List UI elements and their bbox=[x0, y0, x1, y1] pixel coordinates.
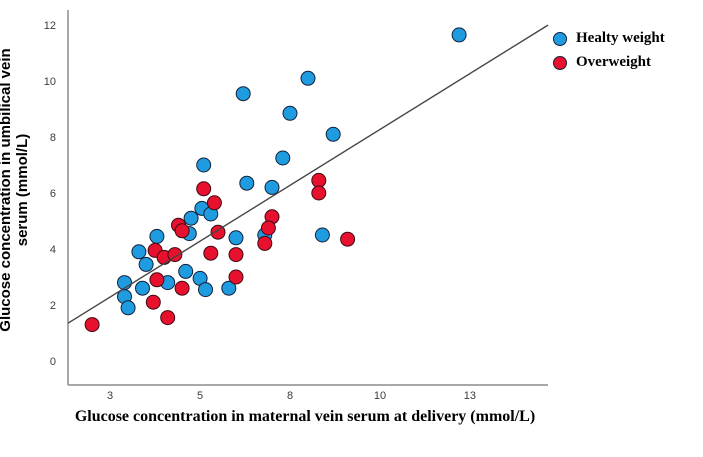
data-point-overweight bbox=[257, 235, 273, 251]
y-tick-label: 10 bbox=[44, 76, 56, 88]
data-point-overweight bbox=[149, 272, 165, 288]
data-point-healthy-weight bbox=[135, 280, 150, 296]
data-point-overweight bbox=[84, 317, 100, 333]
data-point-healthy-weight bbox=[178, 263, 194, 279]
overweight-marker-icon bbox=[553, 55, 567, 70]
data-point-healthy-weight bbox=[131, 244, 147, 260]
data-point-healthy-weight bbox=[314, 227, 330, 243]
data-point-overweight bbox=[145, 294, 161, 310]
data-point-healthy-weight bbox=[149, 228, 165, 244]
y-tick-label: 0 bbox=[50, 356, 56, 368]
x-tick-label: 5 bbox=[197, 390, 203, 402]
y-tick-label: 6 bbox=[50, 188, 56, 200]
x-tick-label: 10 bbox=[374, 390, 386, 402]
data-point-overweight bbox=[160, 310, 176, 326]
x-axis-title: Glucose concentration in maternal vein s… bbox=[74, 408, 536, 425]
data-point-overweight bbox=[196, 181, 212, 197]
y-tick-label: 4 bbox=[50, 244, 56, 256]
trend-line bbox=[67, 24, 549, 324]
x-tick-label: 8 bbox=[287, 390, 293, 402]
healthy-weight-marker-icon bbox=[553, 31, 567, 46]
data-point-overweight bbox=[206, 195, 222, 211]
data-point-overweight bbox=[174, 280, 190, 296]
data-point-healthy-weight bbox=[275, 150, 291, 166]
legend-item-overweight: Overweight bbox=[553, 54, 665, 71]
data-point-healthy-weight bbox=[196, 157, 212, 173]
legend-label-healthy-weight: Healty weight bbox=[576, 30, 665, 46]
data-point-healthy-weight bbox=[221, 280, 237, 296]
data-point-overweight bbox=[260, 220, 276, 236]
data-point-healthy-weight bbox=[264, 179, 280, 195]
y-tick-label: 12 bbox=[44, 20, 56, 32]
data-point-overweight bbox=[203, 245, 219, 261]
data-point-healthy-weight bbox=[325, 126, 341, 142]
data-point-healthy-weight bbox=[120, 300, 136, 316]
data-point-overweight bbox=[228, 247, 244, 263]
data-point-overweight bbox=[167, 247, 183, 263]
data-point-overweight bbox=[228, 269, 244, 285]
x-tick-label: 3 bbox=[107, 390, 113, 402]
data-point-overweight bbox=[311, 185, 327, 201]
y-tick-label: 2 bbox=[50, 300, 56, 312]
data-point-healthy-weight bbox=[183, 210, 199, 226]
data-point-healthy-weight bbox=[138, 256, 154, 272]
legend-label-overweight: Overweight bbox=[576, 54, 651, 70]
data-point-healthy-weight bbox=[300, 70, 316, 86]
data-point-healthy-weight bbox=[198, 282, 213, 298]
data-point-overweight bbox=[174, 223, 190, 239]
data-point-healthy-weight bbox=[282, 105, 298, 121]
data-point-overweight bbox=[311, 172, 327, 188]
legend: Healty weight Overweight bbox=[553, 30, 665, 78]
data-point-healthy-weight bbox=[228, 230, 244, 246]
legend-item-healthy-weight: Healty weight bbox=[553, 30, 665, 47]
data-point-overweight bbox=[210, 224, 226, 240]
y-tick-label: 8 bbox=[50, 132, 56, 144]
data-point-healthy-weight bbox=[235, 86, 251, 102]
x-tick-label: 13 bbox=[464, 390, 476, 402]
data-point-healthy-weight bbox=[239, 175, 255, 191]
data-point-overweight bbox=[340, 231, 356, 247]
data-point-healthy-weight bbox=[451, 27, 467, 43]
y-axis-title: Glucose concentration in umbilical vein … bbox=[0, 48, 32, 332]
